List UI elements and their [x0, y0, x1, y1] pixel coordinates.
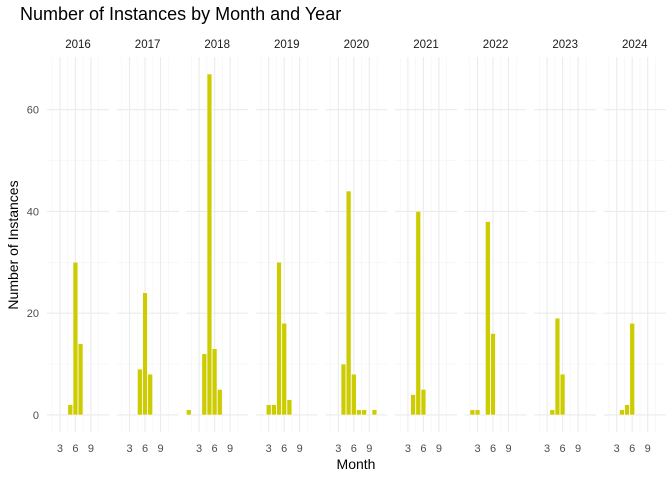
bar: [217, 389, 223, 416]
y-axis-title: Number of Instances: [5, 180, 21, 309]
bar: [266, 404, 272, 416]
facet-strip-label: 2020: [344, 39, 370, 51]
y-tick-label: 0: [33, 410, 39, 422]
x-tick-label: 6: [281, 443, 287, 455]
chart-title: Number of Instances by Month and Year: [20, 4, 341, 24]
bar: [624, 404, 630, 416]
bar: [201, 353, 207, 416]
bar: [371, 409, 378, 416]
x-tick-label: 3: [57, 443, 63, 455]
x-tick-label: 3: [196, 443, 202, 455]
bar: [361, 409, 367, 416]
bar: [619, 409, 625, 416]
bar: [78, 343, 84, 416]
bar: [554, 318, 560, 416]
bar: [560, 374, 566, 416]
x-tick-label: 3: [335, 443, 341, 455]
facet-strip-label: 2024: [622, 39, 648, 51]
facet-strip-label: 2017: [135, 39, 161, 51]
bar: [469, 409, 475, 416]
y-tick-label: 60: [27, 105, 39, 117]
x-tick-label: 6: [629, 443, 635, 455]
facet-strip-label: 2016: [65, 39, 91, 51]
y-tick-label: 20: [27, 308, 39, 320]
x-tick-label: 3: [544, 443, 550, 455]
x-tick-label: 9: [575, 443, 581, 455]
facet-strip-label: 2019: [274, 39, 300, 51]
bar: [629, 323, 635, 416]
bar: [271, 404, 277, 416]
facet-strip-label: 2021: [413, 39, 439, 51]
y-tick-label: 40: [27, 206, 39, 218]
bar: [67, 404, 73, 416]
x-tick-label: 9: [88, 443, 94, 455]
x-tick-label: 3: [614, 443, 620, 455]
facet-strip-label: 2023: [552, 39, 578, 51]
x-tick-label: 9: [297, 443, 303, 455]
bar: [415, 211, 421, 416]
x-tick-label: 6: [490, 443, 496, 455]
x-tick-label: 3: [266, 443, 272, 455]
bar: [212, 348, 218, 416]
x-tick-label: 9: [227, 443, 233, 455]
bar: [420, 389, 426, 416]
x-tick-label: 6: [560, 443, 566, 455]
x-tick-label: 9: [436, 443, 442, 455]
bar: [346, 190, 352, 416]
x-tick-label: 3: [474, 443, 480, 455]
facet-strip-label: 2022: [483, 39, 509, 51]
bar: [474, 409, 481, 416]
facet-strip-label: 2018: [204, 39, 230, 51]
x-tick-label: 3: [126, 443, 132, 455]
bar: [286, 399, 292, 416]
x-tick-label: 9: [505, 443, 511, 455]
x-axis-title: Month: [337, 456, 376, 472]
x-tick-label: 9: [366, 443, 372, 455]
bar: [147, 374, 153, 416]
x-tick-label: 3: [405, 443, 411, 455]
x-tick-label: 9: [645, 443, 651, 455]
bar: [206, 73, 212, 416]
bar: [281, 323, 287, 416]
bar: [410, 394, 416, 416]
bar: [340, 363, 347, 416]
bar: [549, 409, 555, 416]
bar: [72, 262, 78, 416]
bar: [356, 409, 362, 416]
bar: [276, 262, 282, 416]
x-tick-label: 6: [351, 443, 357, 455]
bar: [142, 292, 148, 416]
x-tick-label: 6: [212, 443, 218, 455]
x-tick-label: 6: [72, 443, 78, 455]
x-tick-label: 6: [142, 443, 148, 455]
x-tick-label: 9: [157, 443, 163, 455]
bar: [485, 221, 491, 416]
x-tick-label: 6: [420, 443, 426, 455]
bar: [490, 333, 496, 416]
bar: [137, 368, 143, 416]
bar: [351, 374, 357, 416]
bar: [186, 409, 192, 416]
